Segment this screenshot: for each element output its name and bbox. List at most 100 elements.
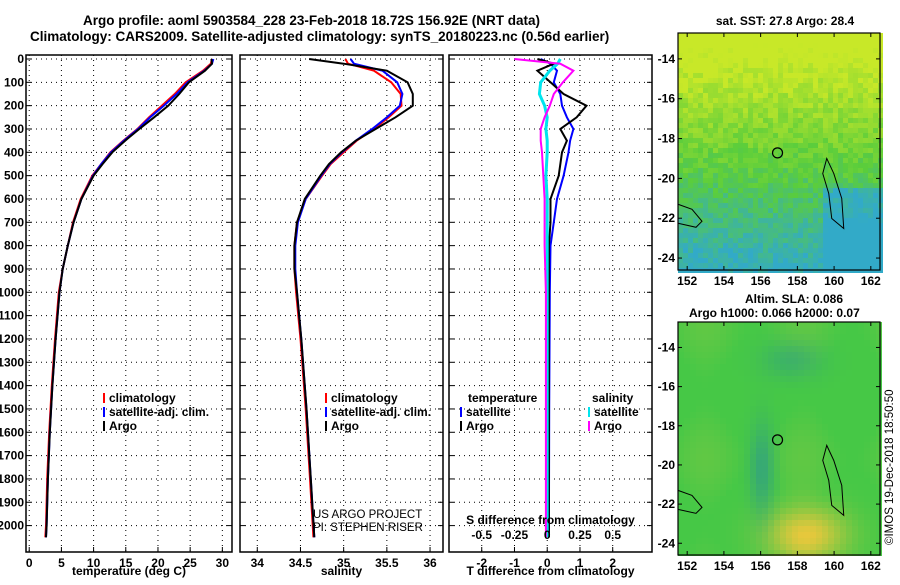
map-cell <box>873 98 878 103</box>
map-cell <box>870 412 876 418</box>
map-cell <box>762 322 768 328</box>
map-cell <box>684 520 690 526</box>
map-cell <box>720 412 726 418</box>
map-cell <box>693 33 698 38</box>
map-cell <box>843 223 848 228</box>
map-cell <box>768 103 773 108</box>
map-cell <box>793 43 798 48</box>
map-cell <box>750 442 756 448</box>
map-cell <box>828 454 834 460</box>
map-cell <box>840 322 846 328</box>
map-cell <box>720 460 726 466</box>
map-cell <box>768 472 774 478</box>
map-cell <box>708 83 713 88</box>
map-cell <box>684 472 690 478</box>
map-cell <box>684 484 690 490</box>
map-cell <box>788 93 793 98</box>
map-cell <box>773 58 778 63</box>
map-cell <box>876 328 882 334</box>
map-cell <box>693 263 698 268</box>
map-cell <box>803 168 808 173</box>
map-cell <box>833 58 838 63</box>
map-cell <box>762 490 768 496</box>
map-cell <box>848 123 853 128</box>
profile-panel-3 <box>448 54 653 553</box>
map-cell <box>688 243 693 248</box>
map-cell <box>718 158 723 163</box>
map-cell <box>756 520 762 526</box>
map-cell <box>793 213 798 218</box>
map-cell <box>786 448 792 454</box>
map-cell <box>733 198 738 203</box>
map-cell <box>693 213 698 218</box>
map-cell <box>762 502 768 508</box>
map-cell <box>822 430 828 436</box>
map-cell <box>762 460 768 466</box>
map-cell <box>822 478 828 484</box>
map-cell <box>718 73 723 78</box>
map-cell <box>750 478 756 484</box>
map-cell <box>702 370 708 376</box>
map-cell <box>693 158 698 163</box>
map-cell <box>783 228 788 233</box>
map-cell <box>864 346 870 352</box>
map-cell <box>758 188 763 193</box>
map-cell <box>708 394 714 400</box>
map-cell <box>768 73 773 78</box>
map-cell <box>822 400 828 406</box>
map-cell <box>788 198 793 203</box>
map-cell <box>748 93 753 98</box>
map-cell <box>813 263 818 268</box>
map-cell <box>818 243 823 248</box>
map-cell <box>858 394 864 400</box>
map-cell <box>726 412 732 418</box>
map-cell <box>696 376 702 382</box>
map-cell <box>873 263 878 268</box>
map-cell <box>738 218 743 223</box>
map-cell <box>823 148 828 153</box>
map-cell <box>678 508 684 514</box>
map-cell <box>756 334 762 340</box>
map-cell <box>768 496 774 502</box>
map-cell <box>723 78 728 83</box>
map-cell <box>816 490 822 496</box>
map-cell <box>828 328 834 334</box>
map-cell <box>720 544 726 550</box>
map-cell <box>773 168 778 173</box>
map-cell <box>696 382 702 388</box>
map-cell <box>738 58 743 63</box>
map-cell <box>786 322 792 328</box>
map-cell <box>678 58 683 63</box>
map-cell <box>833 233 838 238</box>
map-cell <box>792 382 798 388</box>
map-cell <box>876 526 882 532</box>
map-cell <box>708 193 713 198</box>
map-cell <box>702 322 708 328</box>
map-cell <box>718 153 723 158</box>
map-cell <box>733 108 738 113</box>
map-cell <box>868 213 873 218</box>
map-cell <box>763 183 768 188</box>
map-cell <box>786 550 792 556</box>
map-cell <box>738 358 744 364</box>
map-cell <box>838 118 843 123</box>
map-cell <box>773 238 778 243</box>
map-cell <box>762 526 768 532</box>
map-cell <box>738 158 743 163</box>
map-cell <box>738 73 743 78</box>
map-cell <box>696 436 702 442</box>
map-cell <box>858 218 863 223</box>
map-cell <box>698 258 703 263</box>
map-cell <box>873 38 878 43</box>
map-cell <box>708 340 714 346</box>
map-cell <box>876 406 882 412</box>
map-cell <box>768 158 773 163</box>
map-cell <box>786 460 792 466</box>
map-cell <box>798 352 804 358</box>
map-cell <box>786 526 792 532</box>
map-cell <box>728 108 733 113</box>
map-cell <box>863 158 868 163</box>
map-cell <box>684 460 690 466</box>
map-cell <box>810 484 816 490</box>
map-cell <box>728 193 733 198</box>
